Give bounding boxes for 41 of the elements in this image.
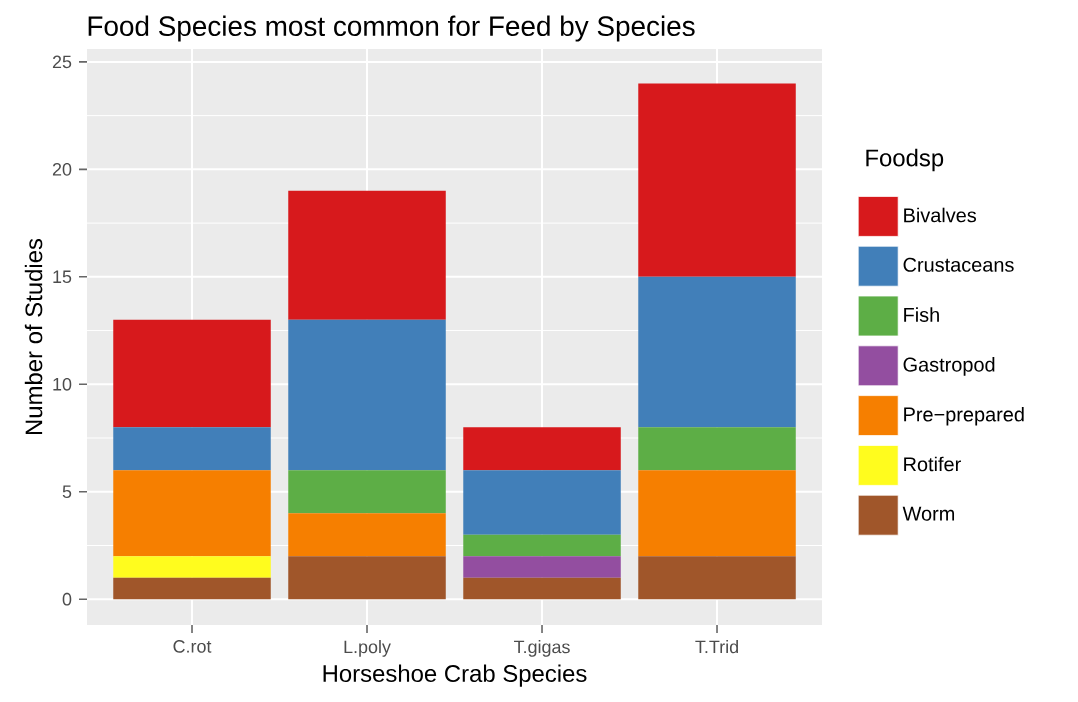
bar: [288, 513, 446, 557]
bar: [113, 319, 271, 428]
legend-label: Worm: [902, 506, 955, 521]
legend-label: Crustaceans: [903, 257, 1014, 272]
bar: [463, 577, 621, 600]
bar: [113, 556, 271, 578]
bar: [288, 319, 446, 471]
bar: [288, 470, 446, 514]
bar: [638, 83, 796, 277]
bar: [463, 470, 621, 535]
bar: [288, 556, 446, 600]
legend-label: Fish: [904, 307, 939, 322]
x-tick-label: L.poly: [344, 640, 391, 657]
bar: [463, 534, 621, 557]
bar: [463, 556, 621, 578]
bar: [463, 427, 621, 471]
x-tick-label: T.Trid: [695, 640, 738, 654]
legend-label: Bivalves: [904, 207, 977, 223]
y-tick-label: 20: [52, 162, 72, 176]
bar: [638, 470, 796, 557]
legend-label: Pre−prepared: [904, 406, 1024, 426]
legend-label: Rotifer: [904, 456, 961, 472]
x-tick-label: T.gigas: [514, 640, 570, 657]
x-axis-title: Horseshoe Crab Species: [323, 664, 587, 687]
bar: [113, 577, 271, 600]
bar: [638, 276, 796, 428]
legend-title: Foodsp: [866, 148, 944, 172]
chart-title: Food Species most common for Feed by Species: [88, 15, 695, 42]
y-tick-label: 5: [62, 485, 72, 499]
y-tick-label: 10: [53, 377, 72, 391]
bar: [638, 556, 796, 600]
y-tick-label: 15: [53, 270, 72, 284]
bar: [113, 470, 271, 557]
y-tick-label: 25: [52, 55, 72, 69]
y-axis-title: Number of Studies: [24, 238, 43, 435]
x-tick-label: C.rot: [173, 640, 212, 653]
bar: [113, 427, 271, 471]
legend-label: Gastropod: [903, 357, 995, 376]
bar: [288, 190, 446, 320]
bar: [638, 427, 796, 471]
y-tick-label: 0: [62, 592, 72, 606]
